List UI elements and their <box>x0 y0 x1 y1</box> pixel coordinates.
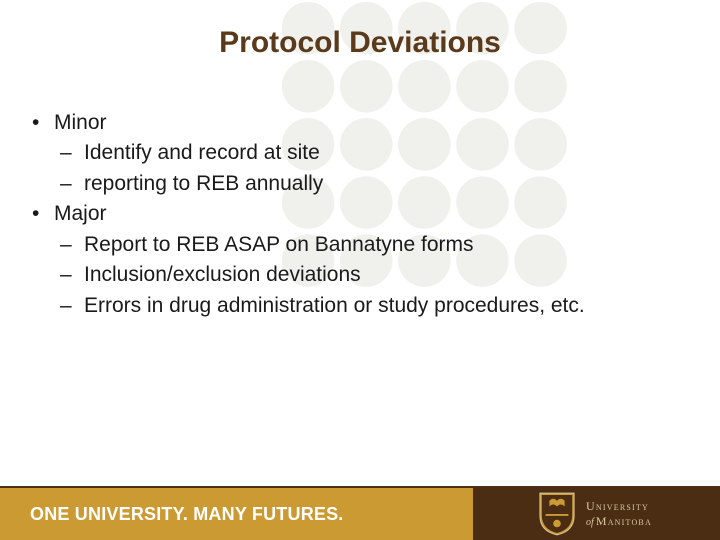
footer-brown-section: University ofManitoba <box>470 488 720 540</box>
bullet-list: Minor Identify and record at sitereportin… <box>30 108 690 321</box>
sub-item: Identify and record at site <box>84 138 690 168</box>
sub-item: reporting to REB annually <box>84 169 690 199</box>
sub-list: Report to REB ASAP on Bannatyne formsInc… <box>54 230 690 321</box>
university-crest-icon <box>538 491 576 537</box>
bullet-label: Major <box>54 202 107 225</box>
slide-title: Protocol Deviations <box>30 26 690 60</box>
slide-content: Protocol Deviations Minor Identify and re… <box>0 0 720 321</box>
footer-tagline: ONE UNIVERSITY. MANY FUTURES. <box>30 504 344 525</box>
bullet-item: Minor Identify and record at sitereportin… <box>54 108 690 199</box>
university-name-line2: ofManitoba <box>586 514 652 530</box>
footer-gold-section: ONE UNIVERSITY. MANY FUTURES. <box>0 488 470 540</box>
sub-item: Inclusion/exclusion deviations <box>84 260 690 290</box>
footer: ONE UNIVERSITY. MANY FUTURES. University… <box>0 476 720 540</box>
bullet-item: Major Report to REB ASAP on Bannatyne for… <box>54 199 690 321</box>
sub-list: Identify and record at sitereporting to … <box>54 138 690 199</box>
university-wordmark: University ofManitoba <box>586 499 652 530</box>
footer-bar: ONE UNIVERSITY. MANY FUTURES. University… <box>0 488 720 540</box>
sub-item: Report to REB ASAP on Bannatyne forms <box>84 230 690 260</box>
bullet-label: Minor <box>54 111 107 134</box>
sub-item: Errors in drug administration or study p… <box>84 291 690 321</box>
university-name-line1: University <box>586 499 652 514</box>
